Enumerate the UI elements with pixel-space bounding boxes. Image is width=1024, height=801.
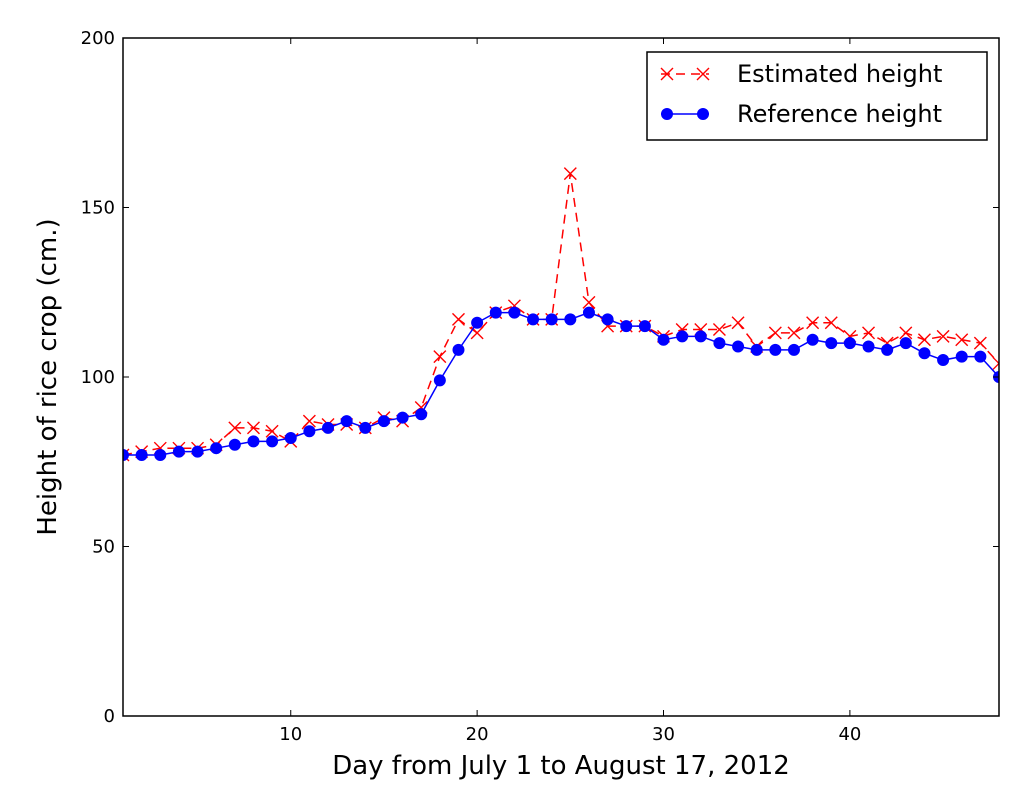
data-point-reference-41: [862, 340, 875, 353]
data-point-reference-31: [676, 330, 689, 343]
data-point-reference-23: [527, 313, 540, 326]
data-point-reference-33: [713, 337, 726, 350]
y-tick-label-200: 200: [81, 28, 115, 49]
y-axis-title: Height of rice crop (cm.): [33, 218, 63, 535]
data-point-estimated-18: [433, 350, 447, 364]
data-point-estimated-34: [731, 316, 745, 330]
series-reference: [123, 306, 999, 461]
data-point-estimated-19: [451, 312, 465, 326]
data-point-reference-35: [750, 343, 763, 356]
data-point-reference-43: [899, 337, 912, 350]
data-point-reference-36: [769, 343, 782, 356]
data-point-reference-19: [452, 343, 465, 356]
plot-area-background: [123, 38, 999, 716]
data-point-reference-14: [359, 421, 372, 434]
data-point-reference-45: [937, 354, 950, 367]
x-tick-label-30: 30: [652, 724, 675, 745]
data-point-reference-39: [825, 337, 838, 350]
series-layer: [123, 167, 999, 462]
data-point-reference-4: [172, 445, 185, 458]
series-line-estimated: [123, 173, 999, 456]
data-point-reference-8: [247, 435, 260, 448]
data-point-reference-46: [955, 350, 968, 363]
data-point-reference-34: [732, 340, 745, 353]
x-tick-label-40: 40: [838, 724, 861, 745]
data-point-estimated-11: [302, 414, 316, 428]
data-point-reference-30: [657, 333, 670, 346]
data-point-reference-28: [620, 320, 633, 333]
data-point-estimated-43: [899, 326, 913, 340]
y-tick-label-150: 150: [81, 198, 115, 219]
data-point-estimated-8: [246, 421, 260, 435]
data-point-reference-6: [210, 442, 223, 455]
data-point-estimated-47: [973, 336, 987, 350]
data-point-estimated-36: [768, 326, 782, 340]
data-point-reference-13: [340, 415, 353, 428]
legend-items: [660, 67, 710, 120]
data-point-reference-25: [564, 313, 577, 326]
data-point-reference-5: [191, 445, 204, 458]
data-point-estimated-7: [228, 421, 242, 435]
data-point-estimated-44: [917, 333, 931, 347]
data-point-reference-12: [322, 421, 335, 434]
data-point-reference-24: [545, 313, 558, 326]
x-tick-label-20: 20: [466, 724, 489, 745]
data-point-estimated-39: [824, 316, 838, 330]
data-point-reference-7: [228, 438, 241, 451]
data-point-reference-37: [787, 343, 800, 356]
data-point-reference-20: [471, 316, 484, 329]
data-point-reference-44: [918, 347, 931, 360]
legend-label-estimated: Estimated height: [737, 60, 942, 88]
data-point-reference-26: [582, 306, 595, 319]
data-point-reference-15: [377, 415, 390, 428]
data-point-estimated-41: [862, 326, 876, 340]
data-point-reference-16: [396, 411, 409, 424]
y-tick-label-0: 0: [104, 706, 115, 727]
x-axis-title: Day from July 1 to August 17, 2012: [332, 751, 790, 781]
legend-box: [646, 51, 988, 141]
data-point-reference-47: [974, 350, 987, 363]
data-point-reference-9: [266, 435, 279, 448]
legend: Estimated height Reference height: [646, 51, 988, 141]
data-point-estimated-48: [992, 356, 999, 370]
y-tick-label-50: 50: [92, 537, 115, 558]
data-point-reference-29: [638, 320, 651, 333]
data-point-estimated-37: [787, 326, 801, 340]
data-point-reference-3: [154, 448, 167, 461]
data-point-estimated-9: [265, 424, 279, 438]
x-tick-label-10: 10: [279, 724, 302, 745]
data-point-reference-22: [508, 306, 521, 319]
data-point-reference-38: [806, 333, 819, 346]
legend-marker-reference-b: [697, 108, 709, 120]
data-point-estimated-38: [806, 316, 820, 330]
data-point-reference-2: [135, 448, 148, 461]
legend-marker-estimated-b: [696, 67, 710, 81]
data-point-reference-42: [881, 343, 894, 356]
data-point-reference-32: [694, 330, 707, 343]
y-tick-label-100: 100: [81, 367, 115, 388]
data-point-reference-17: [415, 408, 428, 421]
tick-layer: 10 20 30 40 0 50 100 150 200: [81, 28, 999, 745]
data-point-reference-21: [489, 306, 502, 319]
data-point-estimated-25: [563, 167, 577, 181]
data-point-reference-1: [123, 448, 129, 461]
data-point-reference-10: [284, 432, 297, 445]
data-point-estimated-26: [582, 295, 596, 309]
legend-label-reference: Reference height: [737, 100, 942, 128]
data-point-estimated-45: [936, 329, 950, 343]
legend-marker-estimated-a: [660, 67, 674, 81]
data-point-reference-11: [303, 425, 316, 438]
data-point-reference-27: [601, 313, 614, 326]
legend-marker-reference-a: [661, 108, 673, 120]
data-point-estimated-46: [955, 333, 969, 347]
data-point-estimated-33: [712, 323, 726, 337]
data-point-reference-18: [433, 374, 446, 387]
data-point-reference-40: [843, 337, 856, 350]
